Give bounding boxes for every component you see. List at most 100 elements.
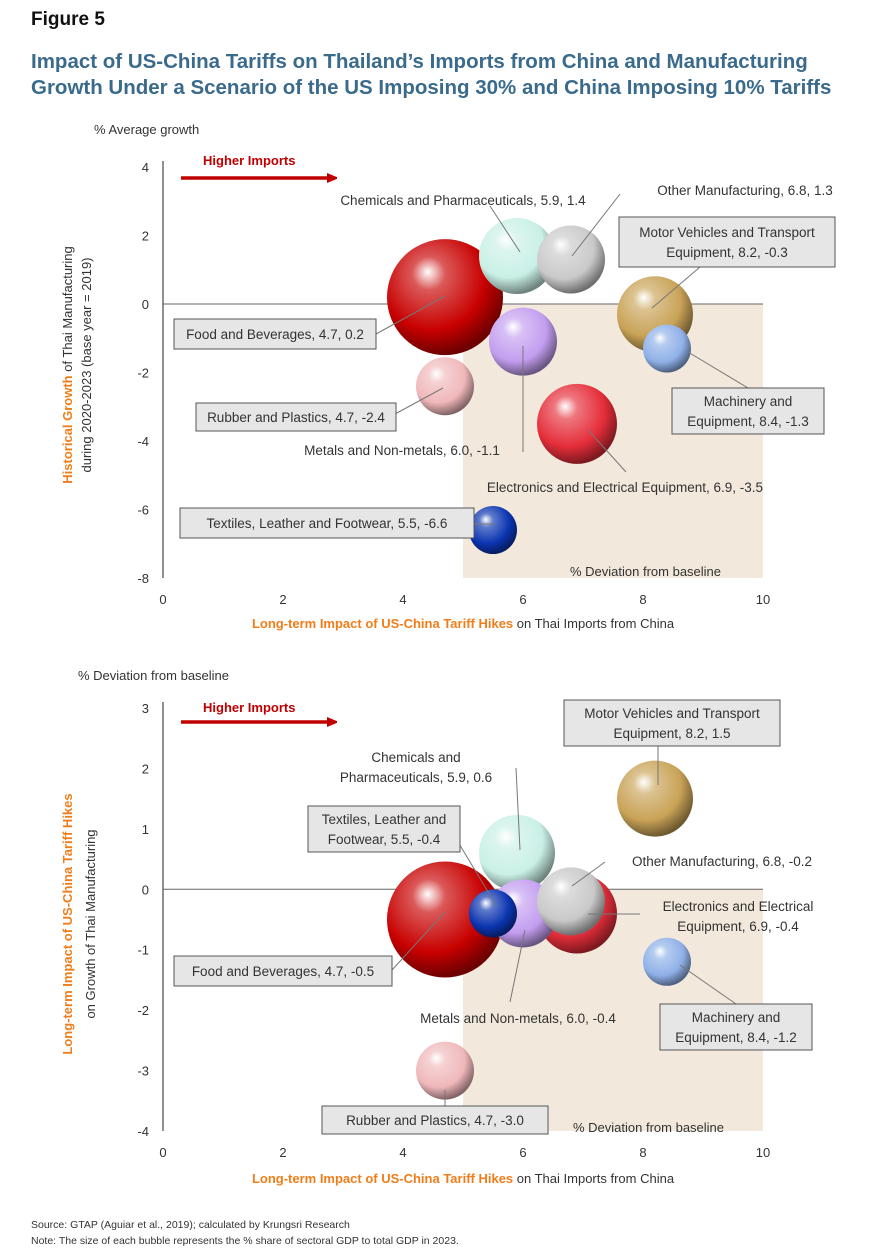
x-axis-title-rest: on Thai Imports from China: [513, 616, 675, 631]
label-box: [659, 1003, 813, 1051]
x-tick-label: 10: [756, 592, 770, 607]
higher-imports-label: Higher Imports: [203, 153, 295, 168]
chart-1: % Deviation from baseline 0 2 4 6 8 10 4 2 0 -2 -4 -…: [60, 122, 836, 631]
figure-title: Impact of US-China Tariffs on Thailand’s…: [31, 49, 861, 101]
leader-line: [509, 929, 526, 1003]
y-tick-label: 4: [142, 160, 149, 175]
bubble-electronics-and-electrical-equipment: [537, 383, 617, 464]
y-axis-title-line-1: Long-term Impact of US-China Tariff Hike…: [60, 793, 75, 1054]
leader-line: [489, 205, 521, 253]
label-box: [618, 216, 836, 268]
bubble-label: Machinery and: [704, 394, 793, 409]
bubble-motor-vehicles-and-transport-equipment: [617, 760, 693, 837]
bubble-label: Rubber and Plastics, 4.7, -2.4: [207, 410, 385, 425]
figure-label: Figure 5: [31, 9, 105, 30]
source-note: Source: GTAP (Aguiar et al., 2019); calc…: [31, 1219, 350, 1231]
bubble-rubber-and-plastics: [416, 357, 474, 416]
bubble-label: Rubber and Plastics, 4.7, -3.0: [346, 1113, 524, 1128]
unit-label: % Average growth: [94, 122, 199, 137]
leader-line: [571, 193, 621, 257]
label-box: [321, 1105, 549, 1135]
bubble-label: Equipment, 8.4, -1.2: [675, 1030, 797, 1045]
y-tick-label: -8: [137, 571, 149, 586]
y-tick-label: -1: [137, 943, 149, 958]
bubble-label: Food and Beverages, 4.7, -0.5: [192, 964, 374, 979]
bubble-metals-and-non-metals: [489, 307, 557, 376]
bubble-label: Electronics and Electrical: [663, 899, 814, 914]
figure-title-line-2: Growth Under a Scenario of the US Imposi…: [31, 76, 832, 99]
leader-line: [679, 964, 737, 1005]
y-tick-label: -6: [137, 503, 149, 518]
bubble-label: Equipment, 6.9, -0.4: [677, 919, 799, 934]
size-note: Note: The size of each bubble represents…: [31, 1235, 459, 1247]
x-tick-label: 0: [159, 1145, 166, 1160]
y-axis-title-line-1: Historical Growth of Thai Manufacturing: [60, 246, 75, 483]
bubble-label: Food and Beverages, 4.7, 0.2: [186, 327, 364, 342]
bubble-textiles-leather-and-footwear: [469, 506, 517, 555]
x-axis-title-bold: Long-term Impact of US-China Tariff Hike…: [252, 1171, 513, 1186]
bubble-other-manufacturing: [537, 867, 605, 936]
bubble-machinery-and-equipment: [643, 324, 691, 373]
x-tick-label: 4: [399, 592, 406, 607]
x-tick-label: 4: [399, 1145, 406, 1160]
leader-line: [375, 295, 446, 335]
y-tick-label: -2: [137, 1003, 149, 1018]
bubble-label: Equipment, 8.2, -0.3: [666, 245, 788, 260]
shaded-region-label: % Deviation from baseline: [573, 1120, 724, 1135]
shaded-region-label: % Deviation from baseline: [570, 564, 721, 579]
x-tick-label: 0: [159, 592, 166, 607]
leader-line: [587, 429, 627, 473]
bubble-food-and-beverages: [387, 239, 503, 356]
label-box: [179, 507, 475, 539]
y-tick-label: -2: [137, 366, 149, 381]
x-tick-label: 2: [279, 1145, 286, 1160]
bubble-label: Electronics and Electrical Equipment, 6.…: [487, 480, 763, 495]
x-axis-title: Long-term Impact of US-China Tariff Hike…: [252, 1171, 675, 1186]
bubble-label: Motor Vehicles and Transport: [584, 706, 760, 721]
y-tick-label: -4: [137, 1124, 149, 1139]
x-tick-label: 8: [639, 1145, 646, 1160]
leader-line: [687, 351, 749, 389]
label-box: [173, 955, 393, 987]
bubble-label: Motor Vehicles and Transport: [639, 225, 815, 240]
bubble-label: Equipment, 8.2, 1.5: [613, 726, 730, 741]
bubble-label: Chemicals and: [371, 750, 460, 765]
figure-title-line-1: Impact of US-China Tariffs on Thailand’s…: [31, 50, 808, 73]
x-tick-label: 6: [519, 592, 526, 607]
label-box: [563, 699, 781, 747]
bubble-label: Chemicals and Pharmaceuticals, 5.9, 1.4: [340, 193, 586, 208]
leader-line: [391, 911, 446, 971]
bubble-label: Footwear, 5.5, -0.4: [328, 832, 441, 847]
y-tick-label: 0: [142, 882, 149, 897]
y-axis-title-rest: of Thai Manufacturing: [60, 246, 75, 375]
y-tick-label: 1: [142, 822, 149, 837]
bubble-label: Metals and Non-metals, 6.0, -1.1: [304, 443, 500, 458]
bubble-label: Machinery and: [692, 1010, 781, 1025]
y-tick-label: 2: [142, 761, 149, 776]
leader-line: [515, 767, 521, 851]
x-tick-label: 2: [279, 592, 286, 607]
label-box: [671, 387, 825, 435]
x-tick-label: 10: [756, 1145, 770, 1160]
bubble-machinery-and-equipment: [643, 937, 691, 986]
x-axis-title-rest: on Thai Imports from China: [513, 1171, 675, 1186]
leader-line: [571, 861, 606, 887]
x-tick-label: 8: [639, 592, 646, 607]
label-box: [195, 402, 397, 432]
x-axis-title: Long-term Impact of US-China Tariff Hike…: [252, 616, 675, 631]
bubble-textiles-leather-and-footwear: [469, 889, 517, 938]
bubble-rubber-and-plastics: [416, 1041, 474, 1100]
bubble-chemicals-and-pharmaceuticals: [479, 218, 555, 295]
label-box: [307, 805, 461, 853]
y-axis-title-line-2: on Growth of Thai Manufacturing: [83, 829, 98, 1018]
y-axis-title-bold: Historical Growth: [60, 375, 75, 483]
bubble-label: Other Manufacturing, 6.8, 1.3: [657, 183, 833, 198]
bubble-label: Other Manufacturing, 6.8, -0.2: [632, 854, 812, 869]
bubble-label: Metals and Non-metals, 6.0, -0.4: [420, 1011, 616, 1026]
bubble-label: Textiles, Leather and Footwear, 5.5, -6.…: [207, 516, 448, 531]
y-axis-title-bold: Long-term Impact of US-China Tariff Hike…: [60, 793, 75, 1054]
bubble-food-and-beverages: [387, 861, 503, 978]
higher-imports-label: Higher Imports: [203, 700, 295, 715]
